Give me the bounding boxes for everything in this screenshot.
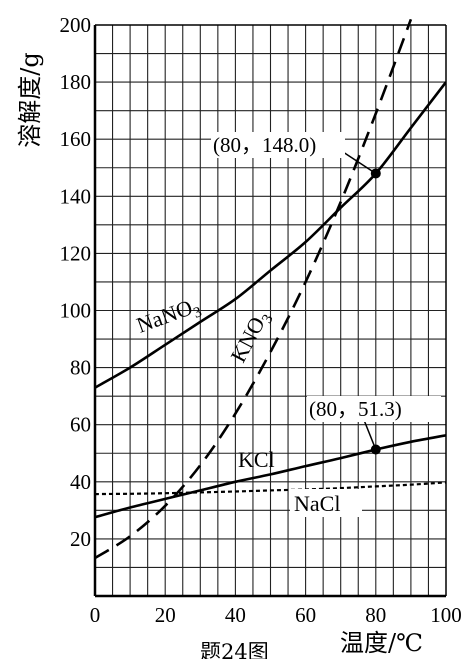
y-tick-label: 100 xyxy=(60,299,92,323)
figure-caption: 题24图 xyxy=(200,640,269,659)
annotation-leader xyxy=(339,149,377,175)
x-tick-label: 0 xyxy=(90,603,101,627)
series-line-kno3 xyxy=(95,19,413,560)
x-tick-label: 40 xyxy=(225,603,246,627)
y-tick-label: 120 xyxy=(60,241,92,265)
x-tick-label: 80 xyxy=(365,603,386,627)
series-label-nano3: NaNO3 xyxy=(133,292,204,341)
point-label: (80，148.0) xyxy=(213,133,316,157)
y-tick-label: 140 xyxy=(60,184,92,208)
point-label-bg xyxy=(211,132,345,158)
data-point xyxy=(370,444,381,455)
series-label-bg xyxy=(290,489,362,517)
series-lines xyxy=(95,19,446,560)
y-tick-label: 200 xyxy=(60,13,92,37)
y-tick-label: 20 xyxy=(70,527,91,551)
y-tick-label: 160 xyxy=(60,127,92,151)
y-tick-label: 180 xyxy=(60,70,92,94)
y-axis-title: 溶解度/g xyxy=(16,52,44,147)
x-tick-label: 100 xyxy=(430,603,462,627)
y-tick-label: 40 xyxy=(70,470,91,494)
x-axis-title: 温度/℃ xyxy=(340,629,423,657)
data-point xyxy=(370,168,381,179)
series-label-kno3: KNO3 xyxy=(225,306,277,368)
axes: 20 40 60 80 100 120 140 160 180 200 0 20 40 60 80 100 xyxy=(60,13,462,627)
series-line-nano3 xyxy=(95,81,446,389)
labels: 溶解度/g 温度/℃ 题24图 NaNO3 KNO3 KCl NaCl (80，148.… xyxy=(16,52,441,659)
annotation-leader xyxy=(363,419,377,450)
point-label-bg xyxy=(307,396,441,422)
series-line-nacl xyxy=(95,481,446,496)
data-points xyxy=(339,149,381,455)
series-label-nacl: NaCl xyxy=(294,491,340,516)
series-line-kcl xyxy=(95,434,446,519)
series-label-kcl: KCl xyxy=(238,447,275,472)
point-label: (80，51.3) xyxy=(309,397,402,421)
y-tick-label: 80 xyxy=(70,356,91,380)
y-tick-label: 60 xyxy=(70,413,91,437)
x-tick-label: 60 xyxy=(295,603,316,627)
x-tick-label: 20 xyxy=(155,603,176,627)
